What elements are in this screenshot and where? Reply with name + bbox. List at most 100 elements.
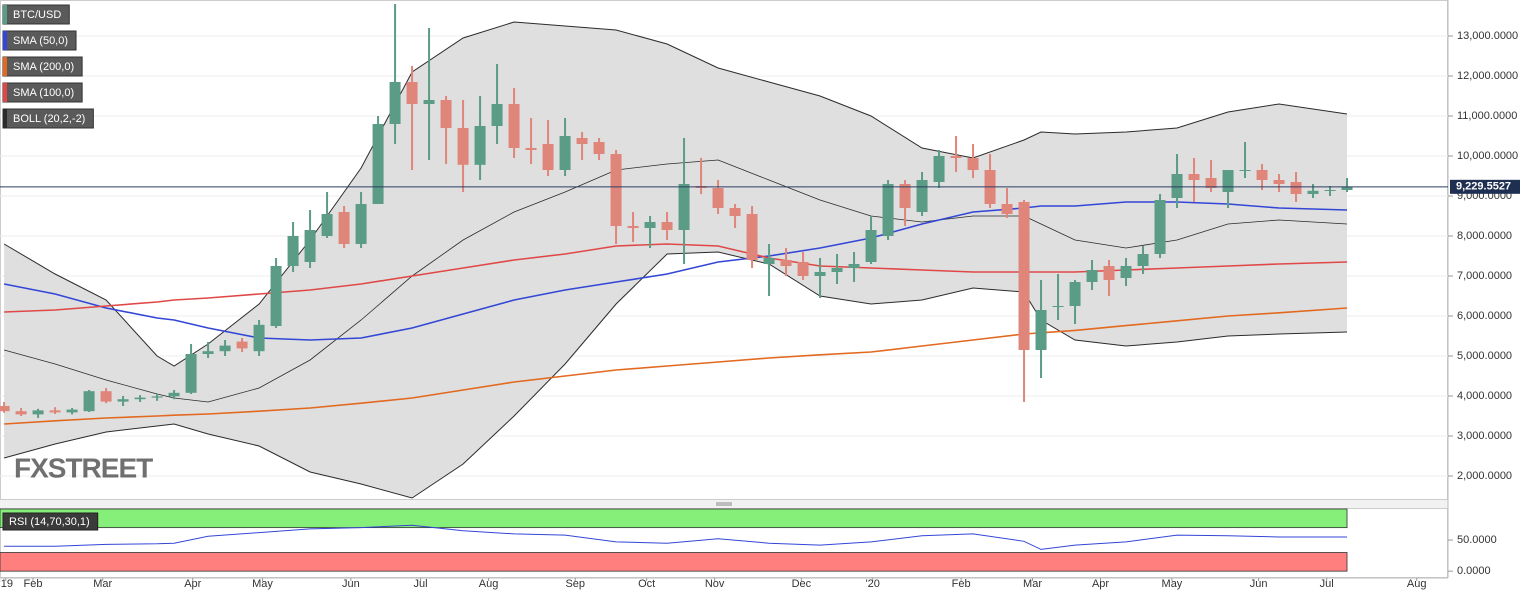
- legend-label: RSI (14,70,30,1): [9, 516, 90, 528]
- x-tick-label: Mar: [93, 578, 112, 590]
- bollinger-fill: [4, 22, 1348, 498]
- candle-body: [1001, 204, 1013, 214]
- legend-label: SMA (200,0): [13, 61, 74, 73]
- y-tick-label: 0.0000: [1457, 565, 1491, 577]
- candle-body: [134, 397, 146, 400]
- candle-body: [1307, 190, 1319, 194]
- x-tick-label: Aug: [479, 578, 499, 590]
- candle-body: [0, 406, 10, 412]
- candle-body: [508, 104, 520, 148]
- legend-label: SMA (100,0): [13, 87, 74, 99]
- candle-body: [304, 230, 316, 262]
- candle-body: [1069, 282, 1081, 306]
- candle-body: [1137, 254, 1149, 266]
- legend-label: BTC/USD: [13, 9, 61, 21]
- candle-body: [1324, 190, 1336, 191]
- candle-body: [763, 258, 775, 264]
- bollinger-middle: [3, 159, 1348, 403]
- candle-body: [1273, 180, 1285, 184]
- watermark: FXSTREET: [14, 452, 153, 483]
- candle-body: [1341, 186, 1353, 190]
- legend-item: SMA (50,0): [2, 30, 77, 51]
- candle-body: [1103, 266, 1115, 280]
- candle-body: [100, 391, 112, 402]
- legend-swatch: [3, 57, 7, 76]
- last-price-label: 9,229.5527: [1456, 181, 1511, 193]
- candle-body: [1154, 200, 1166, 254]
- candle-body: [848, 264, 860, 268]
- legend-item: BOLL (20,2,-2): [2, 108, 94, 129]
- y-tick-label: 8,000.0000: [1457, 230, 1512, 242]
- sma-line: [4, 307, 1348, 425]
- candle-body: [253, 324, 265, 352]
- x-tick-label: Jul: [1320, 578, 1334, 590]
- rsi-band: [0, 508, 1348, 529]
- sma-line: [3, 201, 1348, 341]
- candle-body: [780, 260, 792, 266]
- candle-body: [49, 410, 61, 413]
- legend-swatch: [3, 31, 7, 50]
- x-tick-label: Aug: [1407, 578, 1427, 590]
- candle-body: [185, 354, 197, 393]
- y-tick-label: 10,000.0000: [1457, 150, 1518, 162]
- x-tick-label: May: [1162, 578, 1183, 590]
- candle-body: [525, 148, 537, 150]
- x-tick-label: Jul: [414, 578, 428, 590]
- candle-body: [474, 126, 486, 165]
- legend-swatch: [3, 83, 7, 102]
- candle-body: [950, 156, 962, 158]
- last-price-box: [1450, 179, 1520, 194]
- candle-body: [236, 341, 248, 349]
- y-tick-label: 11,000.0000: [1457, 110, 1517, 122]
- legend-item: SMA (200,0): [2, 56, 83, 77]
- candle-body: [15, 411, 27, 415]
- candle-body: [406, 82, 418, 104]
- candle-body: [1018, 202, 1030, 350]
- candle-body: [338, 212, 350, 244]
- candle-body: [457, 128, 469, 165]
- candle-body: [865, 230, 877, 262]
- candle-body: [644, 222, 656, 228]
- legend-swatch: [3, 5, 7, 24]
- x-tick-label: Jun: [342, 578, 360, 590]
- candle-body: [678, 184, 690, 230]
- candle-body: [1171, 174, 1183, 198]
- candle-body: [389, 82, 401, 124]
- candle-body: [117, 399, 129, 402]
- x-tick-label: '20: [866, 578, 880, 590]
- candle-body: [593, 142, 605, 154]
- candle-body: [321, 214, 333, 236]
- y-tick-label: 50.0000: [1457, 534, 1497, 546]
- candle-body: [1052, 306, 1064, 307]
- candle-body: [219, 345, 231, 352]
- candle-body: [1290, 182, 1302, 194]
- candle-body: [712, 188, 724, 208]
- candle-body: [831, 268, 843, 272]
- y-tick-label: 4,000.0000: [1457, 390, 1512, 402]
- candle-body: [610, 154, 622, 226]
- candle-body: [151, 396, 163, 398]
- candle-body: [270, 266, 282, 326]
- candle-body: [287, 236, 299, 266]
- x-tick-label: Nov: [705, 578, 725, 590]
- candle-body: [1188, 174, 1200, 180]
- candle-body: [559, 136, 571, 170]
- candle-body: [899, 184, 911, 208]
- x-tick-label: Feb: [952, 578, 971, 590]
- candle-body: [491, 104, 503, 126]
- candle-body: [355, 204, 367, 244]
- candle-body: [661, 222, 673, 230]
- candle-body: [746, 214, 758, 260]
- legend-item: BTC/USD: [2, 4, 70, 25]
- candle-body: [729, 208, 741, 216]
- x-tick-label: '19: [0, 578, 13, 590]
- candle-body: [1120, 266, 1132, 278]
- y-tick-label: 3,000.0000: [1457, 430, 1512, 442]
- candle-body: [372, 124, 384, 204]
- legend-item: SMA (100,0): [2, 82, 83, 103]
- y-tick-label: 5,000.0000: [1457, 350, 1512, 362]
- x-tick-label: May: [252, 578, 273, 590]
- candle-body: [440, 100, 452, 128]
